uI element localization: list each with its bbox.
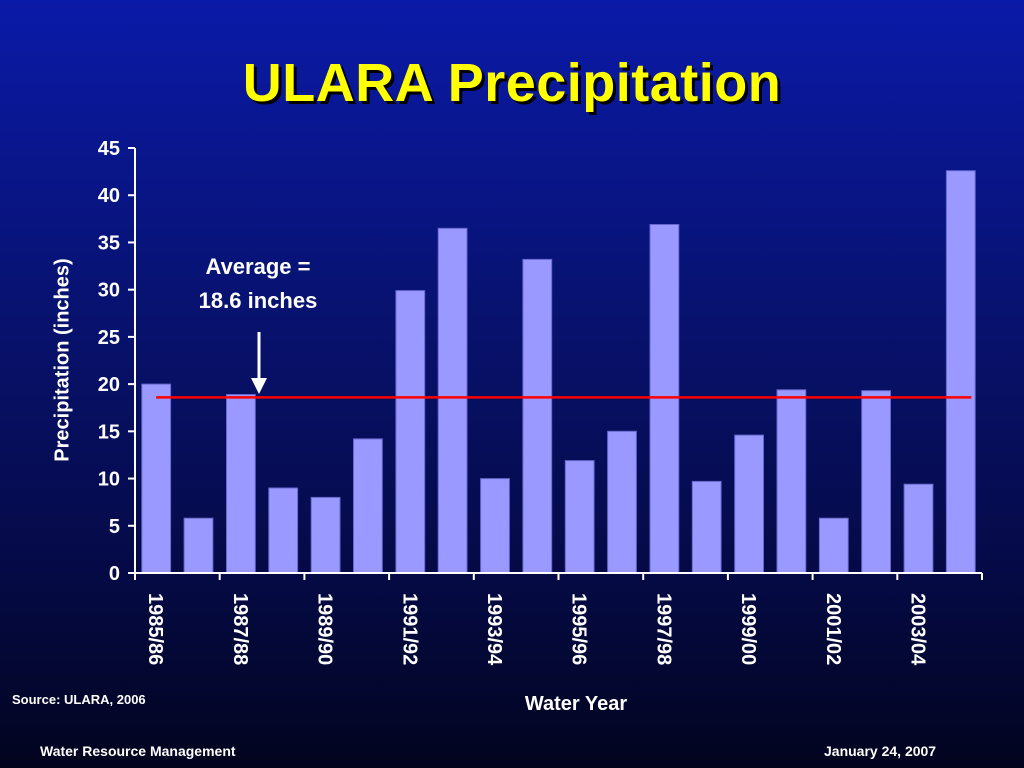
- bar-1985/86: [141, 383, 172, 574]
- y-tick-label-5: 5: [109, 516, 120, 538]
- y-tick-label-0: 0: [109, 563, 120, 585]
- x-tick-label-1989/90: 1989/90: [314, 593, 336, 665]
- slide-title: ULARA Precipitation: [242, 53, 782, 113]
- x-tick-label-2001/02: 2001/02: [822, 593, 844, 665]
- bar-1987/88: [226, 394, 256, 574]
- bar-1993/94: [480, 478, 510, 574]
- x-axis-label: Water Year: [524, 693, 628, 715]
- bar-2002/03: [861, 390, 892, 574]
- bar-1999/00: [734, 434, 765, 574]
- average-annotation: Average = 18.6 inches: [168, 250, 348, 318]
- x-tick-label-2003/04: 2003/04: [907, 593, 929, 666]
- y-tick-label-35: 35: [98, 232, 120, 254]
- y-tick-label-30: 30: [98, 280, 120, 302]
- bar-1995/96: [564, 460, 595, 574]
- x-tick-label-1999/00: 1999/00: [737, 593, 759, 665]
- average-annotation-line1: Average =: [205, 254, 311, 279]
- bar-1986/87: [183, 517, 214, 574]
- footer-date: January 24, 2007: [824, 743, 937, 759]
- bar-1997/98: [649, 224, 680, 574]
- footer-left: Water Resource Management: [40, 743, 236, 759]
- x-tick-label-1993/94: 1993/94: [483, 593, 505, 666]
- x-tick-label-1997/98: 1997/98: [652, 593, 674, 665]
- annotation-arrow-head: [251, 378, 267, 394]
- bar-2003/04: [903, 483, 934, 574]
- y-tick-label-10: 10: [98, 469, 120, 491]
- bar-2004/05: [945, 170, 976, 574]
- x-tick-label-1995/96: 1995/96: [568, 593, 590, 665]
- bar-2000/01: [776, 389, 807, 574]
- x-tick-label-1987/88: 1987/88: [229, 593, 251, 665]
- y-tick-label-45: 45: [98, 138, 120, 160]
- bar-1991/92: [395, 290, 426, 574]
- y-tick-label-20: 20: [98, 374, 120, 396]
- y-axis-label: Precipitation (inches): [51, 258, 74, 462]
- bar-1988/89: [268, 487, 299, 574]
- y-tick-label-40: 40: [98, 185, 120, 207]
- bar-1998/99: [691, 480, 722, 574]
- bar-1992/93: [437, 227, 468, 574]
- x-tick-label-1991/92: 1991/92: [398, 593, 420, 665]
- average-annotation-line2: 18.6 inches: [198, 288, 318, 313]
- bar-1989/90: [310, 496, 341, 574]
- y-tick-label-15: 15: [98, 421, 120, 443]
- bar-1994/95: [522, 258, 553, 574]
- x-tick-label-1985/86: 1985/86: [144, 593, 166, 665]
- bar-1990/91: [353, 438, 383, 574]
- bar-1996/97: [607, 430, 637, 574]
- bar-2001/02: [818, 517, 849, 574]
- source-note: Source: ULARA, 2006: [12, 692, 146, 707]
- y-tick-label-25: 25: [98, 327, 120, 349]
